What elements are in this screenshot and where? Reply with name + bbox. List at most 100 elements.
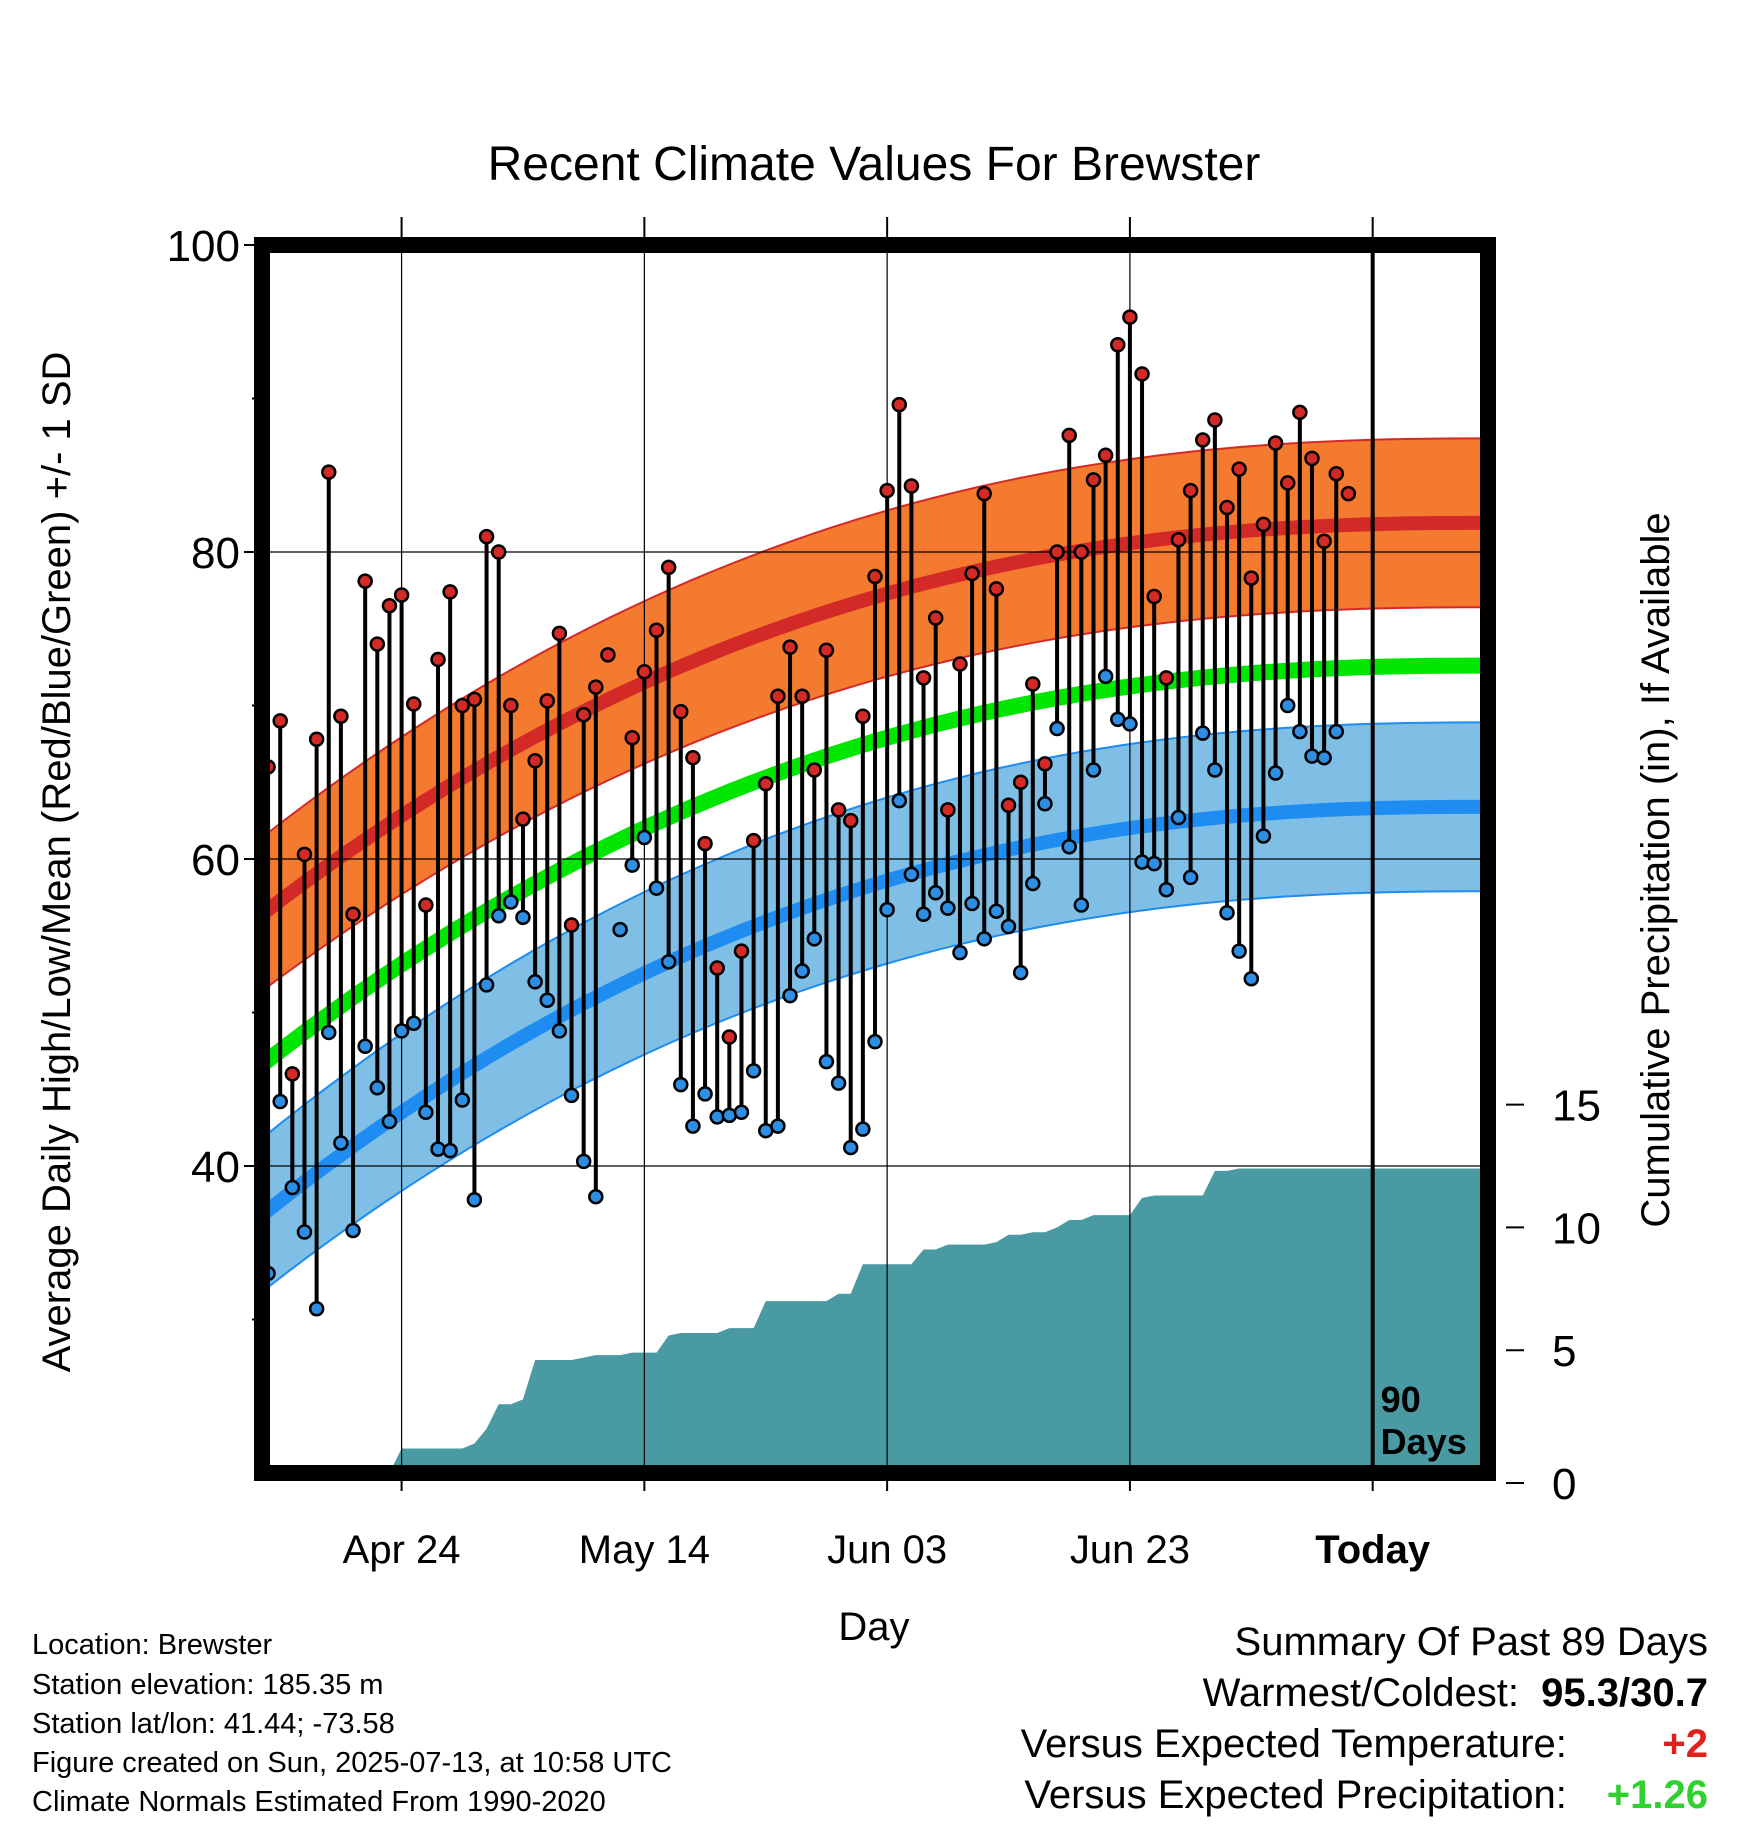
daily-low-point xyxy=(539,992,556,1008)
daily-low-point xyxy=(296,1224,313,1240)
latlon-info: Station lat/lon: 41.44; -73.58 xyxy=(32,1708,395,1740)
chart-title: Recent Climate Values For Brewster xyxy=(488,138,1261,191)
daily-low-point xyxy=(915,906,932,923)
daily-high-point xyxy=(600,647,616,663)
daily-high-point xyxy=(369,636,386,652)
daily-high-point xyxy=(636,663,653,680)
precip-tick-label: 10 xyxy=(1552,1204,1601,1253)
daily-low-point xyxy=(393,1023,410,1039)
daily-high-point xyxy=(1025,676,1041,692)
daily-low-point xyxy=(515,909,531,926)
daily-high-point xyxy=(915,670,932,686)
daily-low-point xyxy=(952,944,968,961)
daily-low-point xyxy=(891,792,908,809)
daily-high-point xyxy=(405,696,422,712)
daily-high-point xyxy=(673,703,689,720)
precip-tick-label: 15 xyxy=(1552,1082,1601,1131)
daily-high-point xyxy=(345,906,361,923)
days-window-label: 90 xyxy=(1381,1379,1421,1420)
daily-low-point xyxy=(272,1093,288,1110)
elevation-info: Station elevation: 185.35 m xyxy=(32,1669,384,1701)
daily-high-point xyxy=(1194,432,1211,448)
daily-low-point xyxy=(333,1135,349,1151)
daily-high-point xyxy=(430,651,446,668)
daily-low-point xyxy=(1049,720,1065,737)
daily-high-point xyxy=(1340,485,1357,502)
daily-high-point xyxy=(454,697,471,714)
daily-high-point xyxy=(563,917,580,933)
daily-low-point xyxy=(673,1076,689,1093)
daily-high-point xyxy=(770,688,786,705)
daily-high-point xyxy=(418,897,434,913)
daily-high-point xyxy=(1000,797,1017,814)
precip-tick-label: 0 xyxy=(1552,1460,1576,1509)
y-tick-label: 100 xyxy=(167,222,240,271)
daily-high-point xyxy=(1304,450,1320,467)
daily-high-point xyxy=(527,753,543,769)
daily-low-point xyxy=(636,829,653,846)
daily-low-point xyxy=(733,1104,750,1121)
precipitation-axis: 0 5 10 15 xyxy=(1506,1082,1601,1509)
precip-value: +1.26 xyxy=(1606,1773,1708,1817)
y-tick-label: 60 xyxy=(191,836,240,885)
daily-high-point xyxy=(284,1066,301,1082)
days-window-label: Days xyxy=(1381,1421,1467,1462)
daily-high-point xyxy=(1037,756,1053,772)
daily-high-point xyxy=(1122,309,1138,325)
daily-high-point xyxy=(660,559,677,576)
daily-low-point xyxy=(418,1104,434,1121)
daily-high-point xyxy=(818,642,835,658)
precipitation-axis-label: Cumulative Precipitation (in), If Availa… xyxy=(1634,512,1678,1227)
daily-low-point xyxy=(1073,897,1090,913)
daily-low-point xyxy=(1000,918,1017,935)
x-tick-label: Jun 23 xyxy=(1070,1528,1190,1572)
daily-high-point xyxy=(393,587,410,603)
daily-high-point xyxy=(1267,435,1284,451)
location-info: Location: Brewster xyxy=(32,1629,273,1661)
daily-low-point xyxy=(1012,964,1029,981)
daily-high-point xyxy=(296,846,313,863)
daily-low-point xyxy=(964,895,980,912)
daily-low-point xyxy=(321,1024,337,1041)
y-axis-label: Average Daily High/Low/Mean (Red/Blue/Gr… xyxy=(35,352,79,1373)
daily-high-point xyxy=(588,679,604,695)
daily-low-point xyxy=(381,1113,398,1130)
daily-high-point xyxy=(503,697,519,714)
temp-value: +2 xyxy=(1662,1722,1708,1766)
daily-low-point xyxy=(1219,904,1235,921)
daily-low-point xyxy=(1231,943,1247,959)
daily-low-point xyxy=(1267,765,1284,781)
daily-high-point xyxy=(1231,461,1247,477)
daily-low-point xyxy=(842,1139,859,1156)
daily-low-point xyxy=(345,1222,361,1239)
daily-low-point xyxy=(1255,828,1272,844)
warm-cold-value: 95.3/30.7 xyxy=(1541,1671,1708,1715)
daily-high-point xyxy=(1097,447,1114,464)
daily-high-point xyxy=(867,568,883,585)
daily-low-point xyxy=(284,1179,301,1196)
daily-low-point xyxy=(976,931,992,947)
daily-high-point xyxy=(794,688,810,705)
daily-high-point xyxy=(842,812,859,829)
daily-high-point xyxy=(478,528,495,545)
y-tick-label: 80 xyxy=(191,529,240,578)
daily-high-point xyxy=(685,749,701,766)
daily-high-point xyxy=(1110,337,1126,353)
daily-low-point xyxy=(697,1086,713,1102)
daily-high-point xyxy=(490,544,507,560)
daily-low-point xyxy=(1025,875,1041,892)
cumulative-precip-area xyxy=(389,1168,1482,1473)
daily-low-point xyxy=(660,954,677,970)
x-tick-label: Today xyxy=(1315,1528,1431,1572)
daily-high-point xyxy=(1049,544,1065,560)
daily-high-point xyxy=(321,464,337,480)
summary-heading: Summary Of Past 89 Days xyxy=(1234,1620,1708,1664)
summary-warm-cold: Warmest/Coldest: 95.3/30.7 xyxy=(1203,1671,1708,1716)
daily-low-point xyxy=(490,908,507,924)
daily-low-point xyxy=(1158,881,1175,898)
daily-low-point xyxy=(1146,855,1162,872)
daily-low-point xyxy=(454,1092,471,1108)
daily-high-point xyxy=(624,729,640,746)
daily-high-point xyxy=(1328,465,1345,482)
